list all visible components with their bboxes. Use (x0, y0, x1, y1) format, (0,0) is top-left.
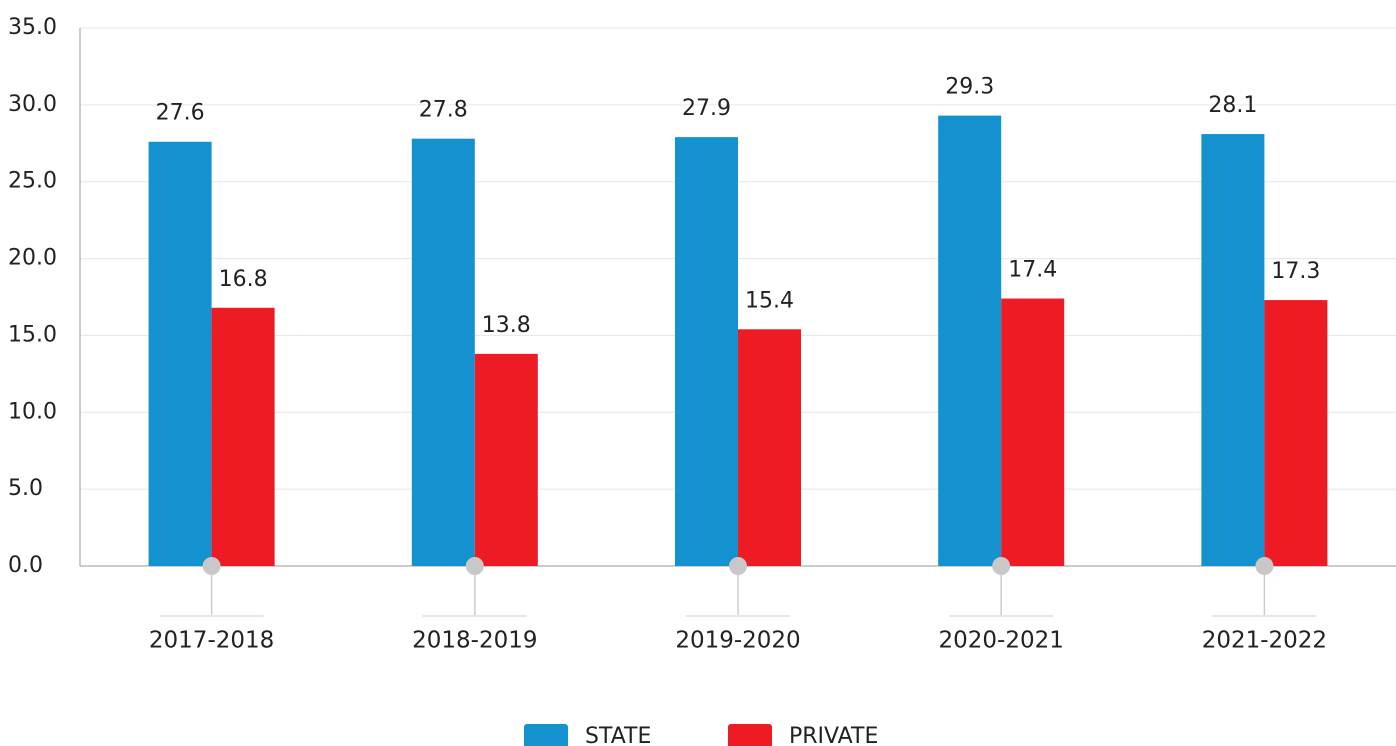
data-label: 13.8 (482, 313, 531, 338)
x-tick-dot (202, 557, 221, 575)
bar (1264, 300, 1328, 566)
bar (675, 137, 738, 566)
x-tick-label: 2021-2022 (1202, 628, 1327, 654)
x-tick-label: 2019-2020 (675, 628, 800, 654)
x-tick-dot (465, 557, 484, 575)
data-label: 28.1 (1208, 93, 1257, 118)
x-tick-label: 2020-2021 (939, 628, 1064, 654)
legend-label: PRIVATE (789, 724, 878, 746)
bar (211, 307, 275, 566)
y-tick-label: 20.0 (8, 246, 57, 271)
data-label: 27.6 (156, 101, 205, 126)
bar (938, 115, 1002, 567)
bar (738, 329, 801, 566)
data-label: 17.3 (1271, 259, 1320, 284)
data-label: 17.4 (1008, 258, 1057, 283)
y-tick-label: 15.0 (8, 322, 57, 347)
legend-swatch (728, 724, 772, 746)
bar (474, 353, 538, 566)
data-label: 15.4 (745, 288, 794, 313)
y-tick-label: 10.0 (8, 399, 57, 424)
y-tick-label: 25.0 (8, 169, 57, 194)
y-tick-label: 30.0 (8, 92, 57, 117)
y-tick-label: 5.0 (8, 476, 43, 501)
y-tick-label: 0.0 (8, 553, 43, 578)
bar (148, 141, 212, 566)
bar (411, 138, 475, 566)
x-tick-dot (729, 557, 747, 575)
legend-label: STATE (585, 724, 651, 746)
x-tick-dot (992, 557, 1011, 575)
legend-swatch (524, 724, 568, 746)
bar (1201, 134, 1265, 566)
data-label: 27.8 (419, 98, 468, 123)
x-tick-label: 2017-2018 (149, 628, 274, 654)
x-tick-dot (1255, 557, 1274, 575)
x-tick-label: 2018-2019 (412, 628, 537, 654)
data-label: 16.8 (219, 267, 268, 292)
data-label: 27.9 (682, 96, 731, 121)
data-label: 29.3 (945, 75, 994, 100)
y-tick-label: 35.0 (8, 15, 57, 40)
bar (1001, 298, 1065, 566)
